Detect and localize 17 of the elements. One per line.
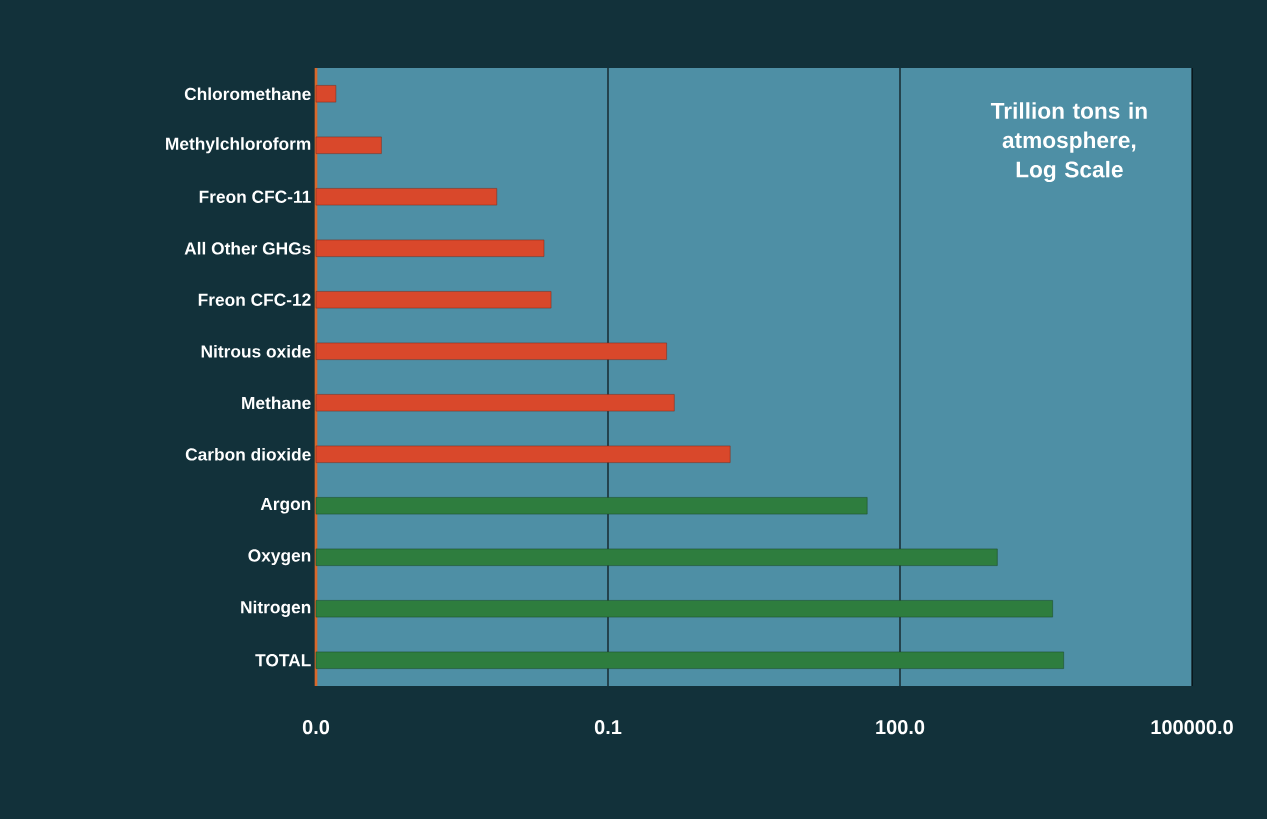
x-tick-label: 100000.0 [1151, 720, 1233, 735]
y-tick-label: Nitrous oxide [201, 344, 311, 358]
y-tick-label: Freon CFC-12 [198, 293, 311, 306]
y-tick-label: Methane [242, 396, 311, 410]
y-tick-label: TOTAL [255, 654, 311, 667]
annotation: Trillion tons in atmosphere, Log Scale [990, 102, 1147, 183]
y-tick-label: Nitrogen [241, 600, 311, 617]
y-tick-label: All Other GHGs [184, 241, 311, 255]
y-tick-label: Chloromethane [184, 87, 311, 101]
y-tick-label: Oxygen [248, 549, 311, 566]
x-tick-label: 0.1 [594, 720, 622, 735]
y-tick-label: Methylchloroform [166, 137, 311, 154]
y-tick-label: Argon [260, 497, 311, 514]
x-tick-label: 0.0 [302, 720, 330, 735]
y-tick-label: Carbon dioxide [185, 447, 311, 461]
x-tick-label: 100.0 [876, 720, 925, 735]
y-tick-label: Freon CFC-11 [199, 190, 311, 203]
